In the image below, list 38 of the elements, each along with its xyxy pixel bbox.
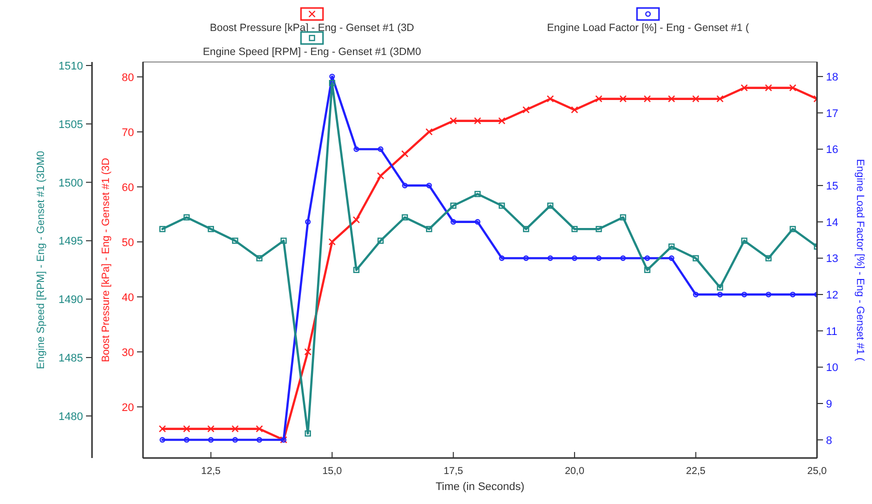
legend-label: Engine Load Factor [%] - Eng - Genset #1 ( bbox=[547, 22, 750, 34]
y2-tick-label: 13 bbox=[826, 253, 838, 266]
x-tick-label: 17,5 bbox=[444, 466, 464, 477]
y-tick-label: 40 bbox=[122, 292, 134, 304]
y3-tick-label: 1490 bbox=[58, 294, 83, 306]
x-axis-title: Time (in Seconds) bbox=[436, 481, 524, 493]
y-tick-label: 60 bbox=[122, 182, 134, 194]
y2-tick-label: 15 bbox=[826, 180, 838, 193]
y-tick-label: 50 bbox=[122, 236, 134, 249]
y-tick-label: 20 bbox=[122, 402, 134, 414]
y3-tick-label: 1495 bbox=[58, 236, 83, 248]
x-tick-label: 22,5 bbox=[686, 466, 706, 477]
y-tick-label: 70 bbox=[122, 126, 134, 139]
x-tick-label: 12,5 bbox=[201, 466, 222, 477]
y2-tick-label: 10 bbox=[826, 362, 838, 374]
y2-tick-label: 9 bbox=[826, 398, 832, 411]
y2-tick-label: 11 bbox=[826, 326, 838, 338]
y3-tick-label: 1485 bbox=[58, 352, 83, 365]
x-tick-label: 15,0 bbox=[322, 466, 342, 477]
x-tick-label: 20,0 bbox=[564, 466, 585, 477]
y3-tick-label: 1500 bbox=[58, 177, 83, 190]
y2-tick-label: 12 bbox=[826, 290, 838, 302]
y2-tick-label: 14 bbox=[826, 216, 838, 229]
y3-tick-label: 1510 bbox=[58, 60, 83, 73]
y2-tick-label: 17 bbox=[826, 108, 838, 120]
y2-tick-label: 18 bbox=[826, 72, 838, 84]
y-axis-title: Boost Pressure [kPa] - Eng - Genset #1 (3D bbox=[100, 157, 112, 362]
y2-tick-label: 8 bbox=[826, 434, 832, 447]
y2-axis-title: Engine Load Factor [%] - Eng - Genset #1 ( bbox=[854, 159, 866, 362]
y-tick-label: 30 bbox=[122, 346, 134, 359]
y-tick-label: 80 bbox=[122, 72, 134, 84]
legend-label: Engine Speed [RPM] - Eng - Genset #1 (3DM0 bbox=[202, 46, 422, 58]
y3-axis-title: Engine Speed [RPM] - Eng - Genset #1 (3DM0 bbox=[35, 150, 47, 370]
legend-label: Boost Pressure [kPa] - Eng - Genset #1 (3D bbox=[210, 22, 415, 34]
x-tick-label: 25,0 bbox=[807, 466, 828, 477]
y3-tick-label: 1480 bbox=[58, 410, 83, 423]
y3-tick-label: 1505 bbox=[58, 118, 83, 131]
y2-tick-label: 16 bbox=[826, 144, 838, 156]
